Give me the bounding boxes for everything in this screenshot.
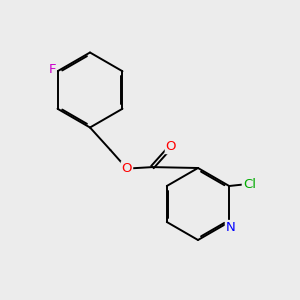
Text: Cl: Cl bbox=[243, 178, 256, 191]
Text: N: N bbox=[226, 221, 236, 234]
Text: O: O bbox=[166, 140, 176, 153]
Text: F: F bbox=[48, 63, 56, 76]
Text: O: O bbox=[122, 162, 132, 175]
